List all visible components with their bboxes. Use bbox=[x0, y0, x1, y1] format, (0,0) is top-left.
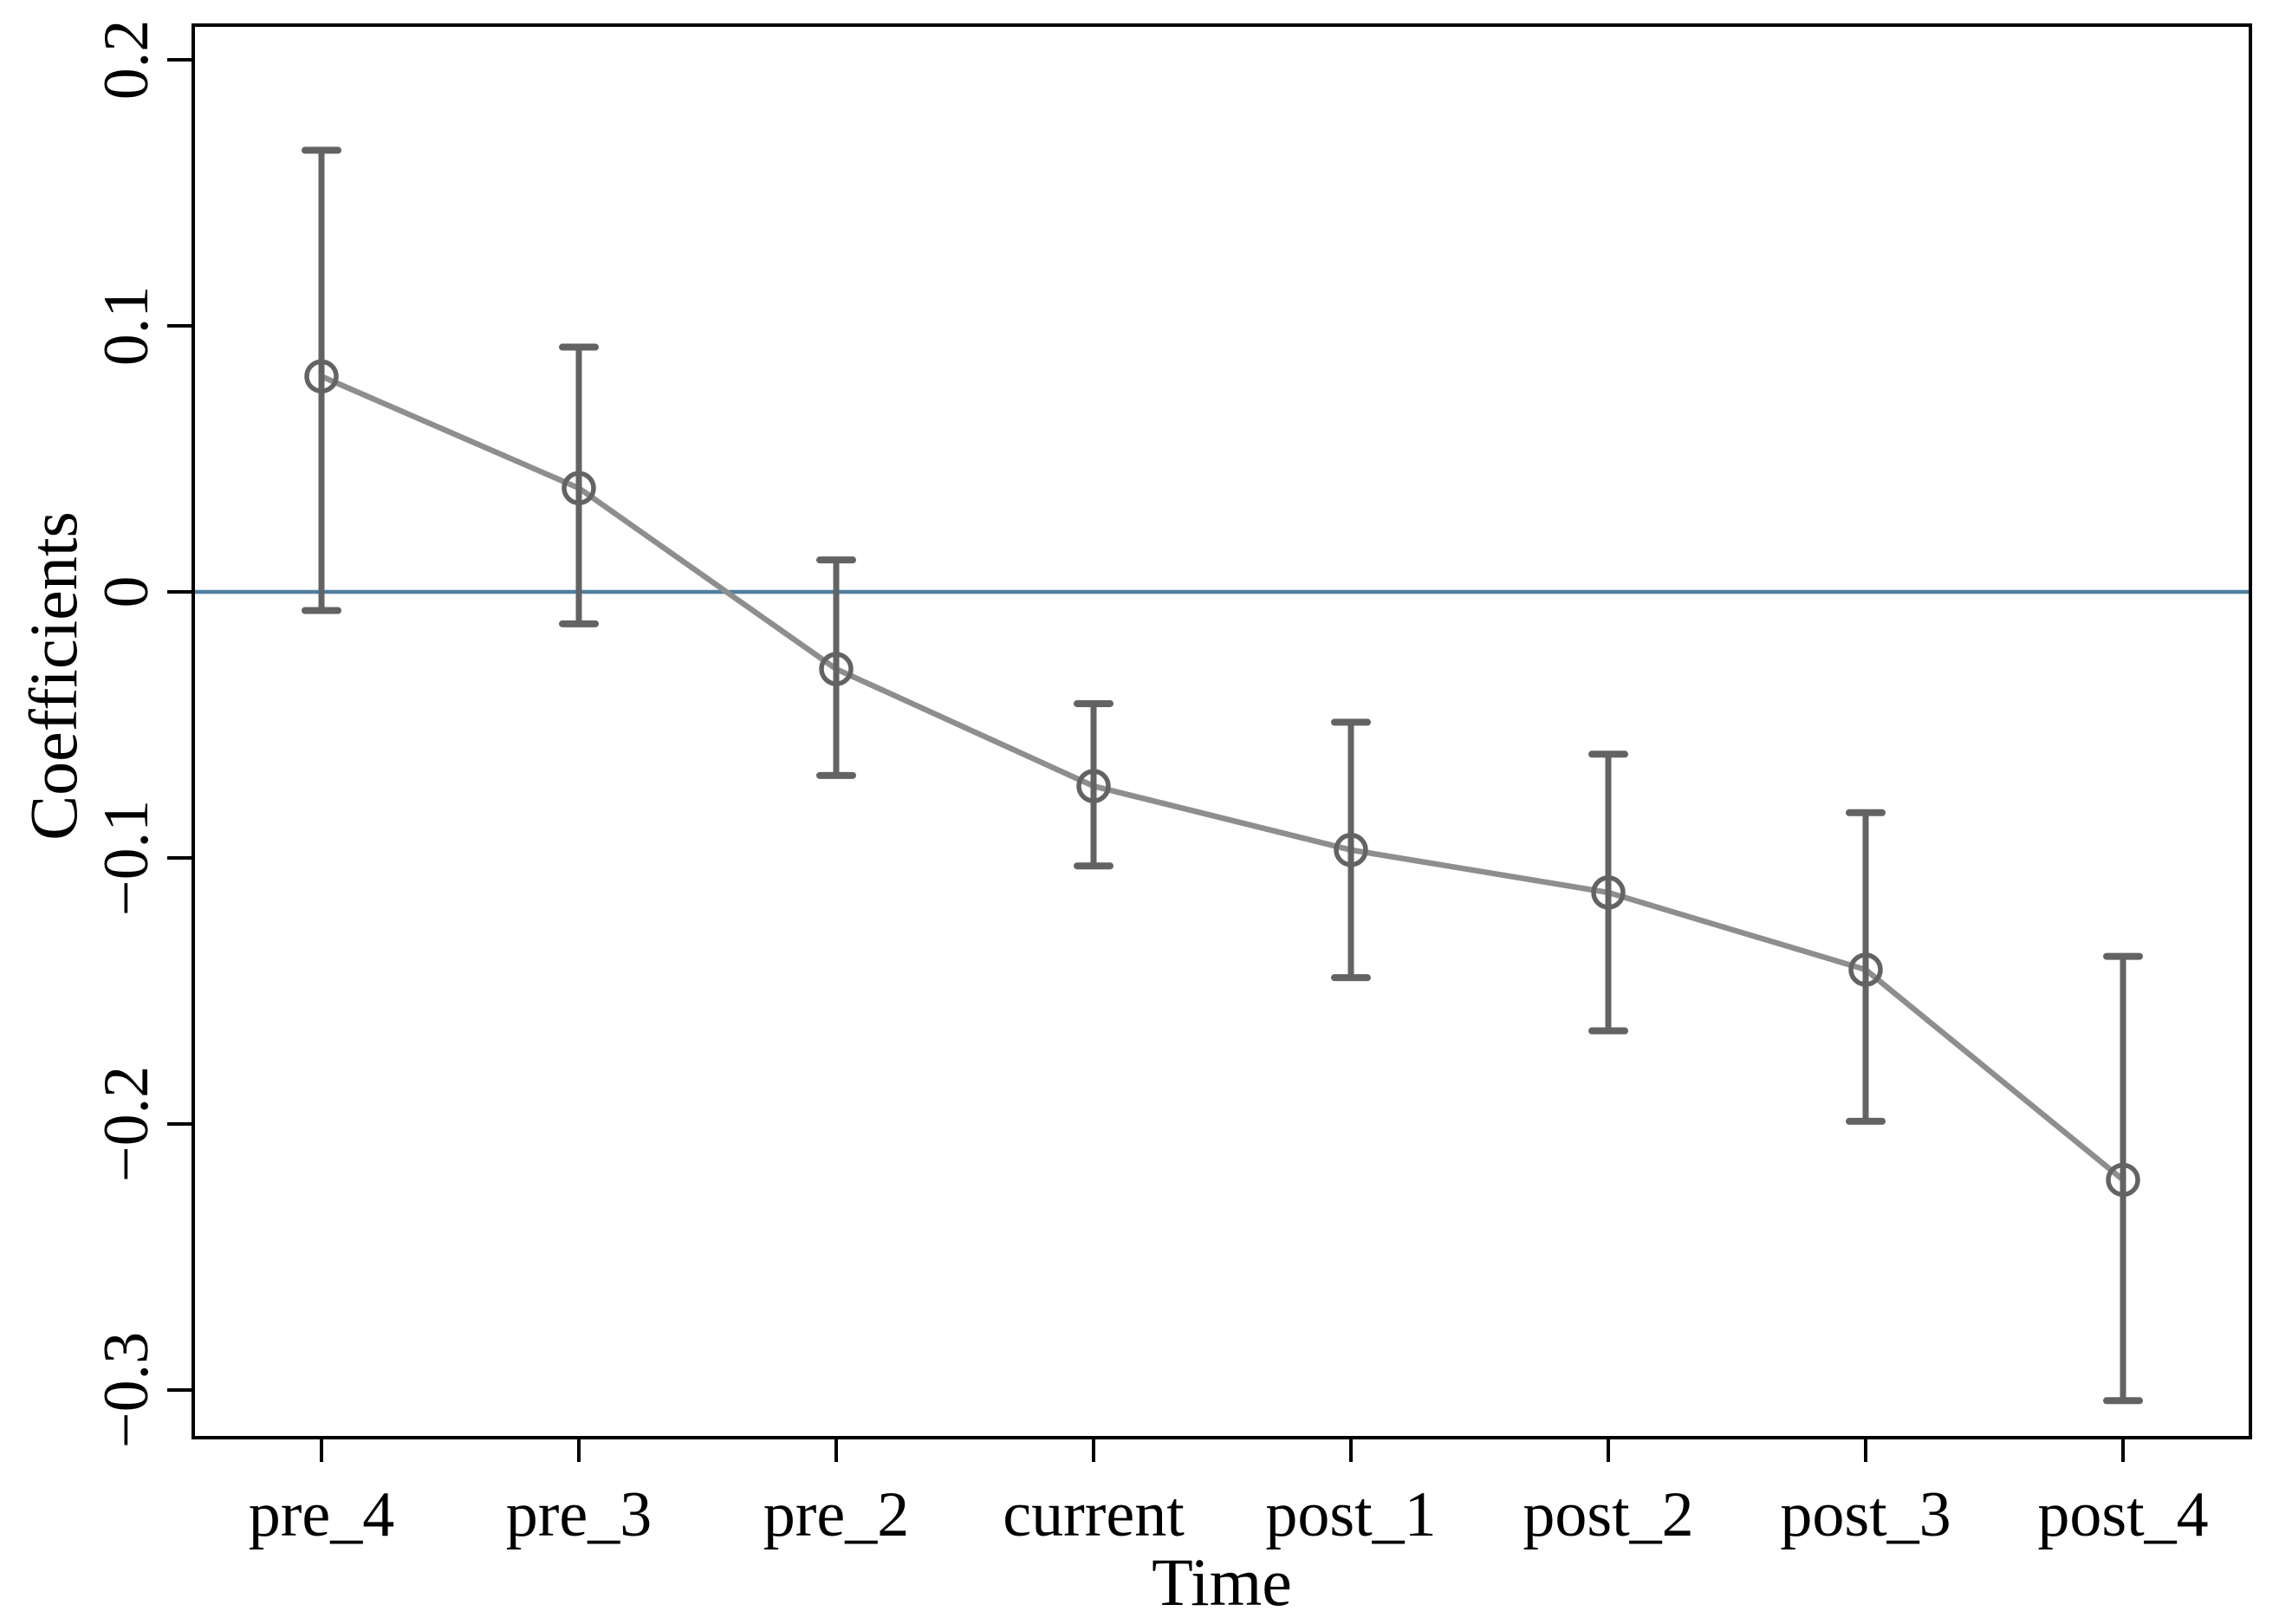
x-tick-label-post_4: post_4 bbox=[2037, 1479, 2208, 1550]
x-axis-title: Time bbox=[1152, 1544, 1292, 1620]
data-point-marker-post_1 bbox=[1334, 833, 1368, 867]
x-tick-label-post_2: post_2 bbox=[1523, 1479, 1693, 1550]
x-tick-label-current: current bbox=[1003, 1479, 1185, 1550]
plot-dynamic-content: 0.2 0.1 0 −0.1 −0.2 −0.3 pre_4 pre_3 pre_2 curren… bbox=[91, 20, 2252, 1550]
x-tick-label-post_3: post_3 bbox=[1780, 1479, 1951, 1550]
y-tick-label-−0.2: −0.2 bbox=[91, 1066, 162, 1182]
y-tick-label-0: 0 bbox=[91, 576, 162, 608]
x-tick-label-pre_4: pre_4 bbox=[249, 1479, 395, 1550]
data-point-marker-current bbox=[1076, 769, 1111, 803]
x-tick-label-pre_3: pre_3 bbox=[506, 1479, 653, 1550]
data-point-marker-post_3 bbox=[1848, 952, 1883, 987]
y-tick-label-0.1: 0.1 bbox=[91, 286, 162, 367]
data-point-marker-pre_3 bbox=[562, 471, 596, 506]
data-point-marker-pre_2 bbox=[819, 652, 854, 686]
series-line bbox=[320, 374, 2126, 1182]
y-tick-label-−0.1: −0.1 bbox=[91, 800, 162, 916]
y-axis-title: Coefficients bbox=[16, 511, 91, 841]
plot-border bbox=[192, 23, 2252, 1439]
y-tick-label-0.2: 0.2 bbox=[91, 20, 162, 101]
y-tick-label-−0.3: −0.3 bbox=[91, 1332, 162, 1448]
data-point-marker-post_4 bbox=[2106, 1162, 2140, 1198]
data-point-marker-pre_4 bbox=[304, 359, 339, 394]
x-tick-label-pre_2: pre_2 bbox=[763, 1479, 910, 1550]
data-point-marker-post_2 bbox=[1591, 875, 1626, 910]
x-tick-label-post_1: post_1 bbox=[1265, 1479, 1436, 1550]
